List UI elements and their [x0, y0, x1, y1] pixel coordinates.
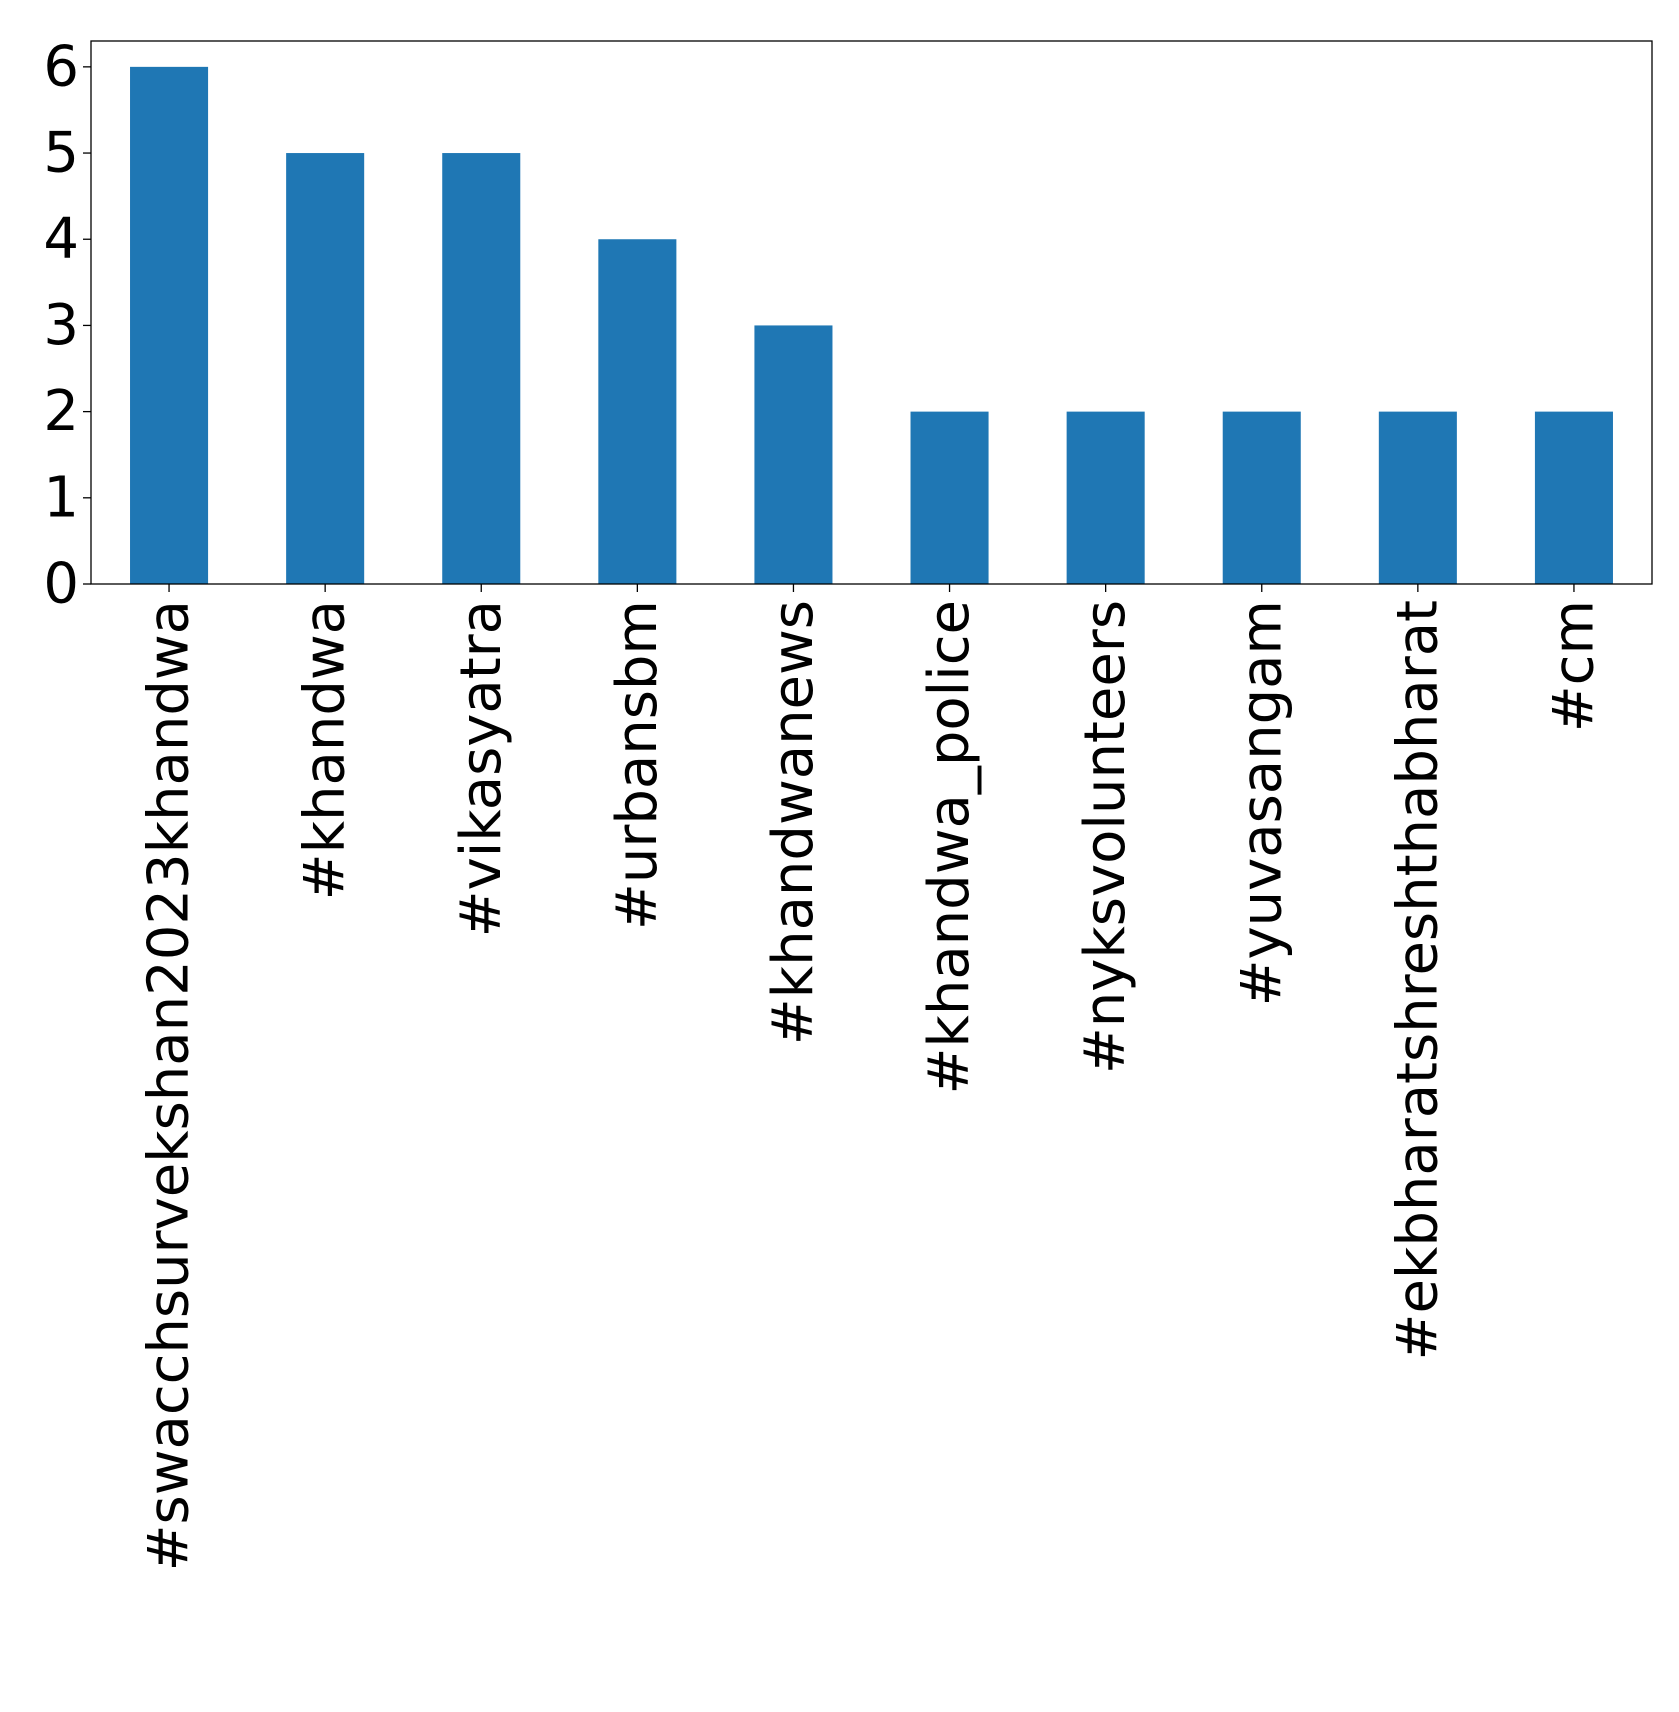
x-tick-label: #ekbharatshreshthabharat	[1385, 600, 1450, 1360]
x-tick-label: #khandwanews	[761, 600, 826, 1045]
y-tick-label: 2	[43, 379, 79, 444]
y-tick-label: 3	[43, 293, 79, 358]
y-tick-label: 4	[43, 207, 79, 272]
y-axis: 0 1 2 3 4 5 6	[43, 34, 91, 617]
y-tick-label: 5	[43, 121, 79, 186]
y-tick-label: 6	[43, 34, 79, 99]
x-tick-label: #khandwa_police	[917, 600, 982, 1094]
plot-frame	[90, 40, 1653, 585]
x-tick-label: #cm	[1541, 600, 1606, 732]
bar-9	[1534, 411, 1613, 584]
bar-2	[442, 153, 521, 585]
bar-0	[130, 66, 209, 585]
x-tick-label: #vikasyatra	[449, 600, 514, 937]
bars-group	[130, 66, 1613, 585]
bar-6	[1066, 411, 1145, 584]
y-tick-label: 0	[43, 552, 79, 617]
x-tick-label: #swacchsurvekshan2023khandwa	[137, 600, 202, 1571]
bar-8	[1378, 411, 1457, 584]
bar-1	[286, 153, 365, 585]
x-tick-label: #khandwa	[293, 600, 358, 900]
y-tick-label: 1	[43, 465, 79, 530]
x-tick-label: #urbansbm	[605, 600, 670, 930]
bar-3	[598, 239, 677, 585]
x-axis: #swacchsurvekshan2023khandwa #khandwa #vik…	[137, 584, 1606, 1571]
x-tick-label: #yuvasangam	[1229, 600, 1294, 1006]
bar-4	[754, 325, 833, 584]
bar-7	[1222, 411, 1301, 584]
bar-5	[910, 411, 989, 584]
x-tick-label: #nyksvolunteers	[1073, 600, 1138, 1074]
